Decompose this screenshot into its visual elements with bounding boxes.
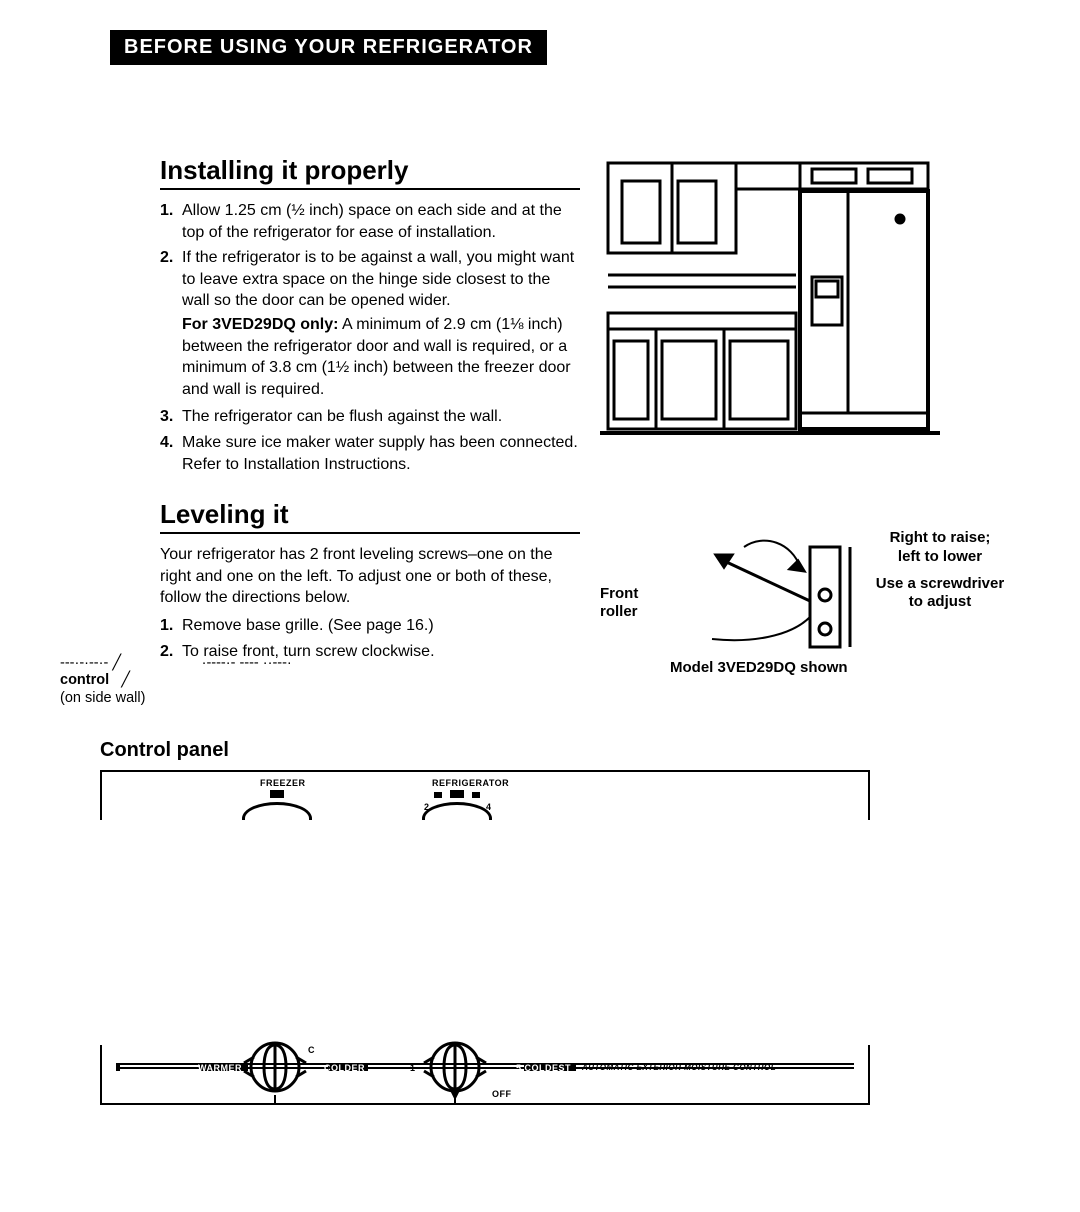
install-steps: 1. Allow 1.25 cm (½ inch) space on each …: [160, 200, 580, 475]
control-panel-bottom-box: WARMER COLDER 1 C 5 COLDEST OFF AUTOMATI…: [100, 1045, 870, 1105]
auto-moisture-label: AUTOMATIC EXTERIOR MOISTURE CONTROL: [582, 1063, 776, 1072]
callout-text: left to lower: [860, 548, 1020, 567]
callout-text: Right to raise;: [860, 529, 1020, 548]
leveling-section: Leveling it Your refrigerator has 2 fron…: [60, 499, 1020, 679]
install-title: Installing it properly: [160, 155, 580, 190]
kitchen-figure: [600, 155, 1020, 479]
step-body: If the refrigerator is to be against a w…: [182, 249, 574, 309]
num-1: 1: [410, 1063, 416, 1073]
refrigerator-label: REFRIGERATOR: [432, 778, 509, 788]
leveling-title: Leveling it: [160, 499, 580, 534]
coldest-label: 5 COLDEST: [516, 1063, 571, 1073]
step-num: 3.: [160, 406, 182, 428]
install-section: Installing it properly 1. Allow 1.25 cm …: [60, 155, 1020, 479]
letter-c: C: [308, 1045, 315, 1055]
callout-text: to adjust: [860, 593, 1020, 612]
step: 1. Remove base grille. (See page 16.): [160, 615, 580, 637]
step-num: 1.: [160, 615, 182, 637]
step-text: Allow 1.25 cm (½ inch) space on each sid…: [182, 200, 580, 243]
callout-text: Use a screwdriver: [860, 575, 1020, 594]
freezer-dial-icon: [242, 1039, 308, 1095]
kitchen-diagram-icon: [600, 155, 940, 445]
warmer-label: WARMER: [198, 1063, 242, 1073]
control-panel-section: Control panel FREEZER REFRIGERATOR 2 4: [100, 739, 870, 1105]
callout-text: roller: [600, 603, 638, 621]
callout-text: Front: [600, 585, 638, 603]
step-text: The refrigerator can be flush against th…: [182, 406, 580, 428]
off-label: OFF: [492, 1089, 512, 1099]
control-panel-top-box: FREEZER REFRIGERATOR 2 4: [100, 770, 870, 820]
step: 1. Allow 1.25 cm (½ inch) space on each …: [160, 200, 580, 243]
step-text: Make sure ice maker water supply has bee…: [182, 432, 580, 475]
step: 3. The refrigerator can be flush against…: [160, 406, 580, 428]
fragment-text: ---·-·--·- ╱ ·----·- ---- ··---· control…: [60, 655, 292, 707]
step-num: 4.: [160, 432, 182, 475]
num-2: 2: [424, 802, 430, 812]
num-4: 4: [486, 802, 492, 812]
step: 4. Make sure ice maker water supply has …: [160, 432, 580, 475]
roller-diagram-icon: [660, 539, 880, 659]
callout-model: Model 3VED29DQ shown: [670, 659, 848, 676]
section-banner: BEFORE USING YOUR REFRIGERATOR: [110, 30, 547, 65]
note-bold: For 3VED29DQ only:: [182, 316, 338, 333]
step-text: Remove base grille. (See page 16.): [182, 615, 580, 637]
leveling-intro: Your refrigerator has 2 front leveling s…: [160, 544, 580, 609]
colder-label: COLDER: [324, 1063, 365, 1073]
page: BEFORE USING YOUR REFRIGERATOR Installin…: [0, 0, 1080, 1145]
callout-front-roller: Front roller: [600, 585, 638, 621]
roller-figure: Right to raise; left to lower Use a scre…: [600, 499, 1020, 679]
callout-right: Right to raise; left to lower Use a scre…: [860, 529, 1020, 612]
frag-sidewall: (on side wall): [60, 690, 292, 707]
step-num: 1.: [160, 200, 182, 243]
frag-control: control: [60, 672, 109, 688]
control-panel-title: Control panel: [100, 739, 870, 762]
step: 2. If the refrigerator is to be against …: [160, 247, 580, 402]
freezer-label: FREEZER: [260, 778, 306, 788]
refrigerator-dial-icon: [422, 1039, 488, 1099]
step-num: 2.: [160, 247, 182, 402]
step-text: If the refrigerator is to be against a w…: [182, 247, 580, 402]
